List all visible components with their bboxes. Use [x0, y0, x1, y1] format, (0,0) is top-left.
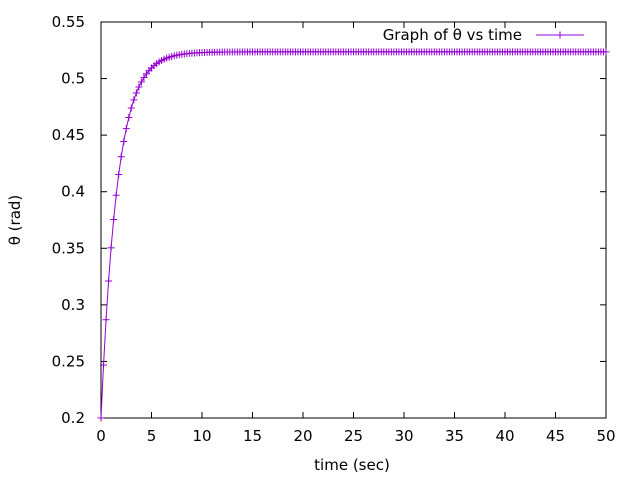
data-point: [602, 48, 610, 56]
data-point: [102, 316, 110, 324]
y-tick-label: 0.45: [52, 126, 85, 144]
data-point: [97, 414, 105, 422]
plot-frame: [100, 21, 607, 419]
data-point: [140, 74, 148, 82]
data-point: [115, 171, 123, 179]
x-tick-label: 15: [243, 427, 262, 445]
legend: Graph of θ vs time: [383, 26, 584, 44]
legend-label: Graph of θ vs time: [383, 26, 522, 44]
x-tick-label: 0: [96, 427, 106, 445]
x-axis-title: time (sec): [314, 456, 390, 474]
y-tick-label: 0.2: [61, 409, 85, 427]
y-axis-title: θ (rad): [6, 195, 24, 246]
x-axis-ticks: 0 5 10 15 20 25 30 35 40 45 50: [96, 22, 616, 445]
x-tick-label: 5: [147, 427, 157, 445]
y-tick-label: 0.35: [52, 239, 85, 257]
data-point: [112, 191, 120, 199]
series-line: [100, 51, 606, 419]
y-tick-label: 0.3: [61, 296, 85, 314]
x-tick-label: 10: [192, 427, 211, 445]
y-tick-label: 0.55: [52, 13, 85, 31]
data-point: [137, 78, 145, 86]
data-point: [130, 96, 138, 104]
data-point: [110, 215, 118, 223]
y-axis-ticks: 0.2 0.25 0.3 0.35 0.4 0.45 0.5 0.55: [52, 13, 606, 427]
y-tick-label: 0.25: [52, 352, 85, 370]
data-point: [117, 153, 125, 161]
x-tick-label: 30: [394, 427, 413, 445]
x-tick-label: 35: [445, 427, 464, 445]
data-point: [125, 114, 133, 122]
data-point: [120, 138, 128, 146]
x-tick-label: 45: [546, 427, 565, 445]
x-tick-label: 40: [495, 427, 514, 445]
data-point: [107, 244, 115, 252]
data-point: [122, 125, 130, 133]
y-tick-label: 0.4: [61, 183, 85, 201]
data-point: [132, 89, 140, 97]
x-tick-label: 50: [596, 427, 615, 445]
x-tick-label: 25: [344, 427, 363, 445]
y-tick-label: 0.5: [61, 70, 85, 88]
legend-markers: [556, 31, 564, 39]
data-point: [100, 361, 108, 369]
data-point: [127, 104, 135, 112]
data-point: [135, 83, 143, 91]
data-point: [105, 277, 113, 285]
series-theta: [97, 48, 610, 422]
x-tick-label: 20: [293, 427, 312, 445]
